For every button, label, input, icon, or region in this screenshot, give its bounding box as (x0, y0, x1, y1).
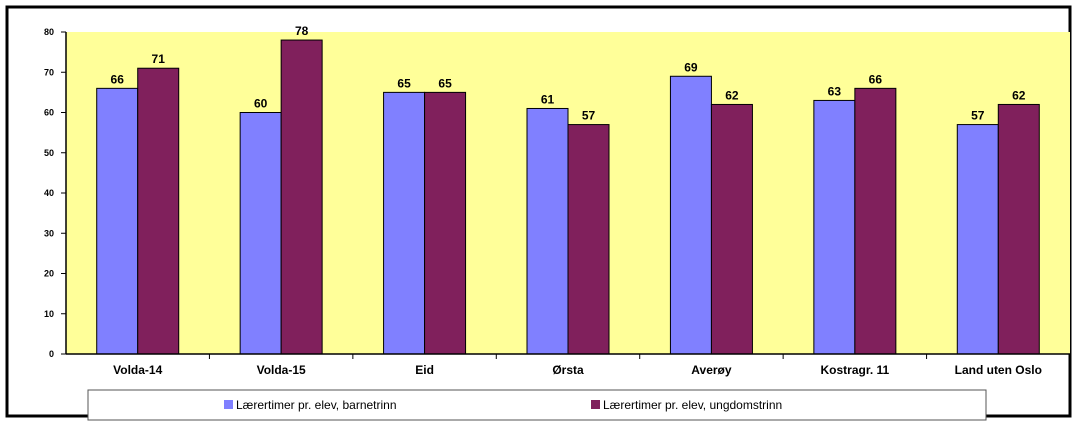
x-axis: Volda-14 Volda-15 Eid Ørsta Averøy Kostragr. … (66, 353, 1070, 377)
x-category-label: Averøy (691, 363, 732, 377)
data-label-ungdomstrinn: 65 (438, 76, 452, 90)
data-label-ungdomstrinn: 57 (582, 109, 596, 123)
bar-barnetrinn (383, 91, 426, 355)
bar-ungdomstrinn (710, 103, 753, 355)
data-label-barnetrinn: 57 (971, 109, 985, 123)
data-label-ungdomstrinn: 78 (295, 24, 309, 38)
x-category-label: Volda-15 (257, 363, 306, 377)
y-tick-label: 10 (44, 309, 54, 319)
legend-swatch-ungdomstrinn (591, 400, 600, 409)
y-tick-label: 50 (44, 148, 54, 158)
y-tick-label: 60 (44, 108, 54, 118)
data-label-ungdomstrinn: 62 (1012, 88, 1026, 102)
data-label-barnetrinn: 63 (828, 84, 842, 98)
x-category-label: Ørsta (552, 363, 584, 377)
bar-barnetrinn (239, 112, 282, 355)
legend-label-barnetrinn: Lærertimer pr. elev, barnetrinn (236, 398, 397, 412)
y-tick-label: 70 (44, 67, 54, 77)
data-label-barnetrinn: 66 (111, 72, 125, 86)
bar-barnetrinn (526, 107, 569, 355)
x-category-label: Kostragr. 11 (821, 363, 890, 377)
bar-barnetrinn (956, 124, 999, 355)
bar-barnetrinn (813, 99, 856, 355)
data-label-barnetrinn: 69 (684, 60, 698, 74)
bar-barnetrinn (669, 75, 712, 355)
x-category-label: Volda-14 (113, 363, 162, 377)
bar-barnetrinn (96, 87, 139, 355)
y-tick-label: 30 (44, 228, 54, 238)
x-category-label: Eid (415, 363, 434, 377)
bar-ungdomstrinn (997, 103, 1040, 355)
y-tick-label: 40 (44, 188, 54, 198)
data-label-ungdomstrinn: 66 (869, 72, 883, 86)
bar-ungdomstrinn (137, 67, 180, 355)
x-category-label: Land uten Oslo (955, 363, 1042, 377)
legend-swatch-barnetrinn (224, 400, 233, 409)
legend-box (87, 389, 987, 421)
y-axis: 0 10 20 30 40 50 60 70 80 (44, 27, 67, 359)
data-labels: 66 71 60 78 65 65 61 57 69 62 63 66 57 62 (111, 24, 1026, 123)
bars (96, 39, 1040, 355)
bar-ungdomstrinn (280, 39, 323, 355)
data-label-barnetrinn: 60 (254, 97, 268, 111)
data-label-barnetrinn: 65 (397, 76, 411, 90)
bar-ungdomstrinn (854, 87, 897, 355)
y-tick-label: 20 (44, 269, 54, 279)
data-label-barnetrinn: 61 (541, 92, 555, 106)
y-tick-label: 0 (49, 349, 54, 359)
bar-ungdomstrinn (567, 124, 610, 355)
y-tick-label: 80 (44, 27, 54, 37)
data-label-ungdomstrinn: 62 (725, 88, 739, 102)
data-label-ungdomstrinn: 71 (152, 52, 166, 66)
bar-ungdomstrinn (424, 91, 467, 355)
legend-label-ungdomstrinn: Lærertimer pr. elev, ungdomstrinn (603, 398, 782, 412)
legend: Lærertimer pr. elev, barnetrinn Lærertim… (87, 389, 987, 421)
